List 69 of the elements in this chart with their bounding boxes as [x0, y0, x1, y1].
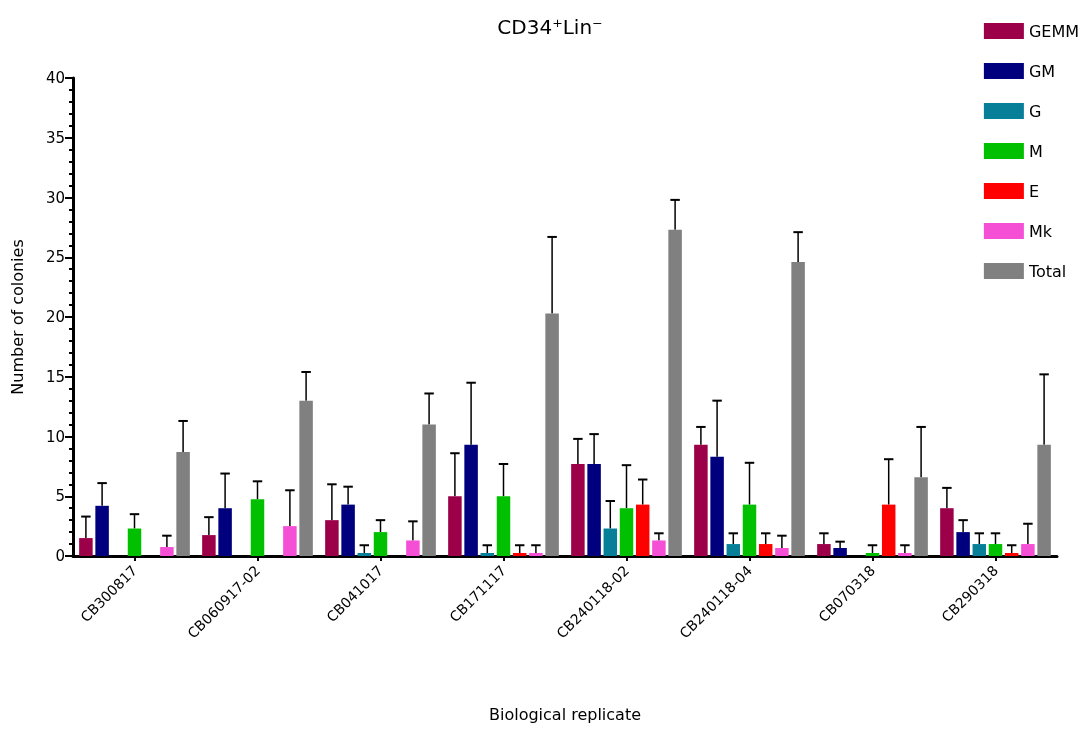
bar: [898, 553, 912, 556]
y-tick-label: 0: [55, 547, 65, 565]
bar: [448, 496, 462, 556]
bar: [357, 553, 372, 556]
bar: [956, 532, 970, 556]
bar: [652, 540, 666, 556]
bar: [464, 444, 478, 556]
bar: [1021, 544, 1035, 556]
bar: [325, 520, 339, 556]
bar: [373, 532, 388, 556]
y-tick-label: 5: [55, 487, 65, 506]
bar: [791, 262, 805, 556]
bar: [865, 553, 880, 556]
bar: [299, 400, 313, 556]
bar: [1037, 444, 1051, 556]
bar: [1004, 553, 1019, 556]
bar: [881, 504, 896, 556]
bar: [940, 508, 954, 556]
bar: [95, 505, 109, 556]
bar: [202, 535, 216, 556]
y-tick-label: 25: [45, 248, 65, 267]
bar: [694, 444, 708, 556]
chart-title: CD34⁺Lin⁻: [497, 15, 603, 39]
legend-label: M: [1028, 141, 1043, 161]
bar: [176, 452, 190, 556]
y-tick-label: 30: [45, 188, 65, 207]
bar: [603, 528, 618, 556]
y-tick-label: 10: [45, 427, 65, 446]
bar: [914, 477, 928, 556]
bar: [775, 547, 789, 556]
bar: [250, 499, 265, 556]
bar: [406, 540, 420, 556]
bar: [283, 526, 297, 556]
x-axis-title: Biological replicate: [488, 704, 642, 724]
bar: [988, 544, 1003, 556]
bar: [668, 229, 682, 556]
bar: [726, 544, 741, 556]
bar: [571, 463, 585, 556]
bar: [341, 504, 355, 556]
legend-label: Total: [1027, 261, 1067, 281]
bar: [422, 424, 436, 556]
bar: [79, 538, 93, 556]
bar: [496, 496, 511, 556]
bar: [218, 508, 232, 556]
bar: [758, 544, 773, 556]
legend-label: Mk: [1028, 221, 1053, 241]
bar: [529, 553, 543, 556]
bar: [160, 547, 174, 556]
bar: [972, 544, 987, 556]
bar: [127, 528, 142, 556]
y-tick-label: 20: [45, 308, 65, 326]
y-tick-label: 15: [45, 367, 65, 386]
bar: [710, 456, 724, 556]
bar: [817, 544, 831, 556]
bar: [742, 504, 757, 556]
bar: [635, 504, 650, 556]
legend-label: GEMM: [1028, 21, 1080, 41]
bar: [619, 508, 634, 556]
bar: [512, 553, 527, 556]
bar: [587, 463, 601, 556]
y-tick-label: 35: [45, 128, 65, 147]
legend-label: G: [1028, 101, 1042, 121]
bar: [545, 313, 559, 556]
bar: [833, 547, 847, 556]
y-axis-title: Number of colonies: [7, 239, 27, 395]
y-tick-label: 40: [45, 69, 65, 87]
legend-label: GM: [1028, 61, 1056, 81]
legend-label: E: [1028, 181, 1039, 201]
bar: [480, 553, 495, 556]
